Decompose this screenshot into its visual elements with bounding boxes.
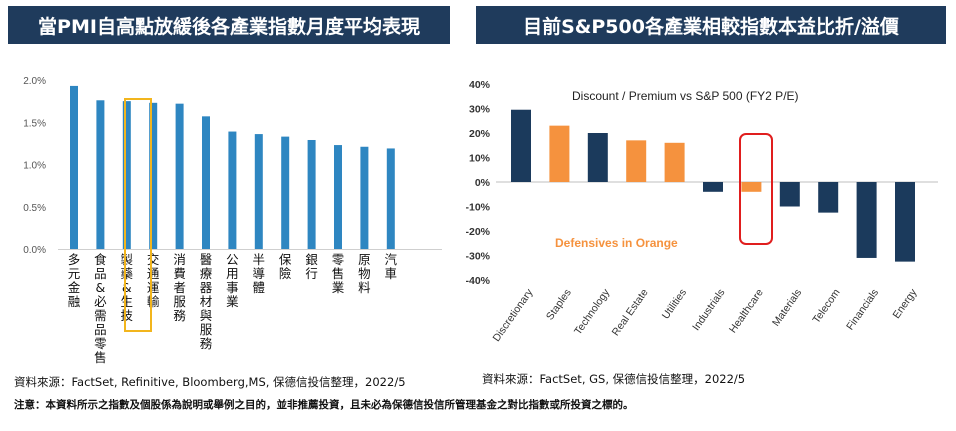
left-y-tick-label: 2.0% — [23, 76, 46, 87]
left-chart-banner: 當PMI自高點放緩後各產業指數月度平均表現 — [8, 6, 450, 44]
right-x-tick-label: Real Estate — [610, 287, 651, 338]
left-bar — [386, 148, 395, 249]
right-x-tick-label: Industrials — [690, 287, 727, 333]
left-bar — [254, 134, 263, 249]
left-bar — [96, 100, 105, 249]
right-y-tick-label: 30% — [469, 104, 491, 116]
right-y-tick-label: -30% — [466, 251, 491, 263]
left-x-tick-label: 半導體 — [252, 252, 266, 295]
right-chart-title: Discount / Premium vs S&P 500 (FY2 P/E) — [572, 89, 799, 103]
right-bar — [818, 182, 839, 213]
right-y-tick-label: 0% — [475, 177, 491, 189]
left-bar — [228, 131, 237, 249]
right-y-tick-label: 20% — [469, 128, 491, 140]
right-bar — [511, 109, 531, 182]
right-bar — [856, 182, 877, 258]
right-x-tick-label: Technology — [572, 286, 613, 337]
right-x-tick-label: Healthcare — [727, 287, 766, 336]
left-x-tick-label: 食品&必需品零售 — [94, 252, 107, 365]
left-x-tick-label: 多元金融 — [67, 252, 81, 309]
right-bar — [587, 133, 608, 182]
right-x-tick-label: Financials — [844, 287, 881, 333]
left-x-tick-label: 零售業 — [331, 252, 345, 295]
left-bar — [307, 139, 316, 249]
right-bar — [626, 140, 647, 182]
left-x-tick-label: 保險 — [278, 252, 292, 281]
left-y-tick-label: 0.5% — [23, 203, 46, 214]
pmi-sector-return-chart: 0.0% 0.5% 1.0% 1.5% 2.0% — [23, 76, 442, 256]
right-y-tick-label: 40% — [469, 79, 491, 91]
right-y-tick-label: -40% — [466, 275, 491, 287]
left-x-tick-label: 消費者服務 — [173, 252, 186, 323]
right-bar — [703, 182, 723, 192]
right-bar — [549, 125, 570, 182]
left-bar — [202, 116, 210, 250]
left-bar — [281, 136, 290, 249]
left-x-tick-label: 醫療器材與服務 — [199, 252, 213, 351]
left-chart-source: 資料來源：FactSet, Refinitive, Bloomberg,MS, … — [14, 375, 406, 389]
left-bar — [70, 85, 78, 249]
left-bar — [360, 146, 369, 249]
left-x-tick-label: 銀行 — [305, 252, 318, 281]
disclaimer-note: 注意：本資料所示之指數及個股係為說明或舉例之目的，並非推薦投資，且未必為保德信投… — [14, 399, 634, 411]
right-x-tick-label: Energy — [891, 286, 920, 321]
left-x-tick-label: 製藥&生技 — [120, 252, 134, 323]
right-bar — [895, 182, 915, 262]
right-y-tick-label: -20% — [466, 226, 491, 238]
left-y-tick-label: 1.5% — [23, 118, 46, 129]
right-x-tick-label: Utilities — [660, 287, 689, 322]
right-bar — [779, 182, 800, 207]
right-bar — [664, 142, 685, 182]
right-chart-banner: 目前S&P500各產業相較指數本益比折/溢價 — [476, 6, 946, 44]
left-x-tick-label: 汽車 — [384, 252, 398, 281]
left-x-tick-label: 公用事業 — [226, 252, 239, 309]
right-x-tick-label: Staples — [544, 287, 574, 323]
left-bar — [175, 103, 184, 249]
left-y-tick-label: 0.0% — [23, 245, 46, 256]
right-x-tick-label: Telecom — [810, 287, 842, 326]
right-chart-source: 資料來源：FactSet, GS, 保德信投信整理，2022/5 — [482, 372, 746, 386]
right-y-tick-label: 10% — [469, 153, 491, 165]
left-y-tick-label: 1.0% — [23, 161, 46, 172]
left-bar — [334, 145, 342, 249]
right-x-tick-label: Materials — [770, 287, 804, 329]
left-bar — [149, 102, 158, 249]
right-y-tick-label: -10% — [466, 202, 491, 214]
left-x-tick-label: 原物料 — [358, 252, 371, 295]
sp500-pe-discount-premium-chart: -40% -30% -20% -10% 0% 10% 20% 30% 40% Discount /… — [466, 79, 938, 344]
healthcare-highlight-box — [739, 133, 773, 245]
defensives-annotation: Defensives in Orange — [555, 236, 678, 250]
right-x-tick-label: Discretionary — [490, 286, 535, 344]
left-bar — [122, 101, 131, 249]
pharma-biotech-highlight-box — [124, 98, 152, 332]
right-bar — [741, 182, 762, 192]
